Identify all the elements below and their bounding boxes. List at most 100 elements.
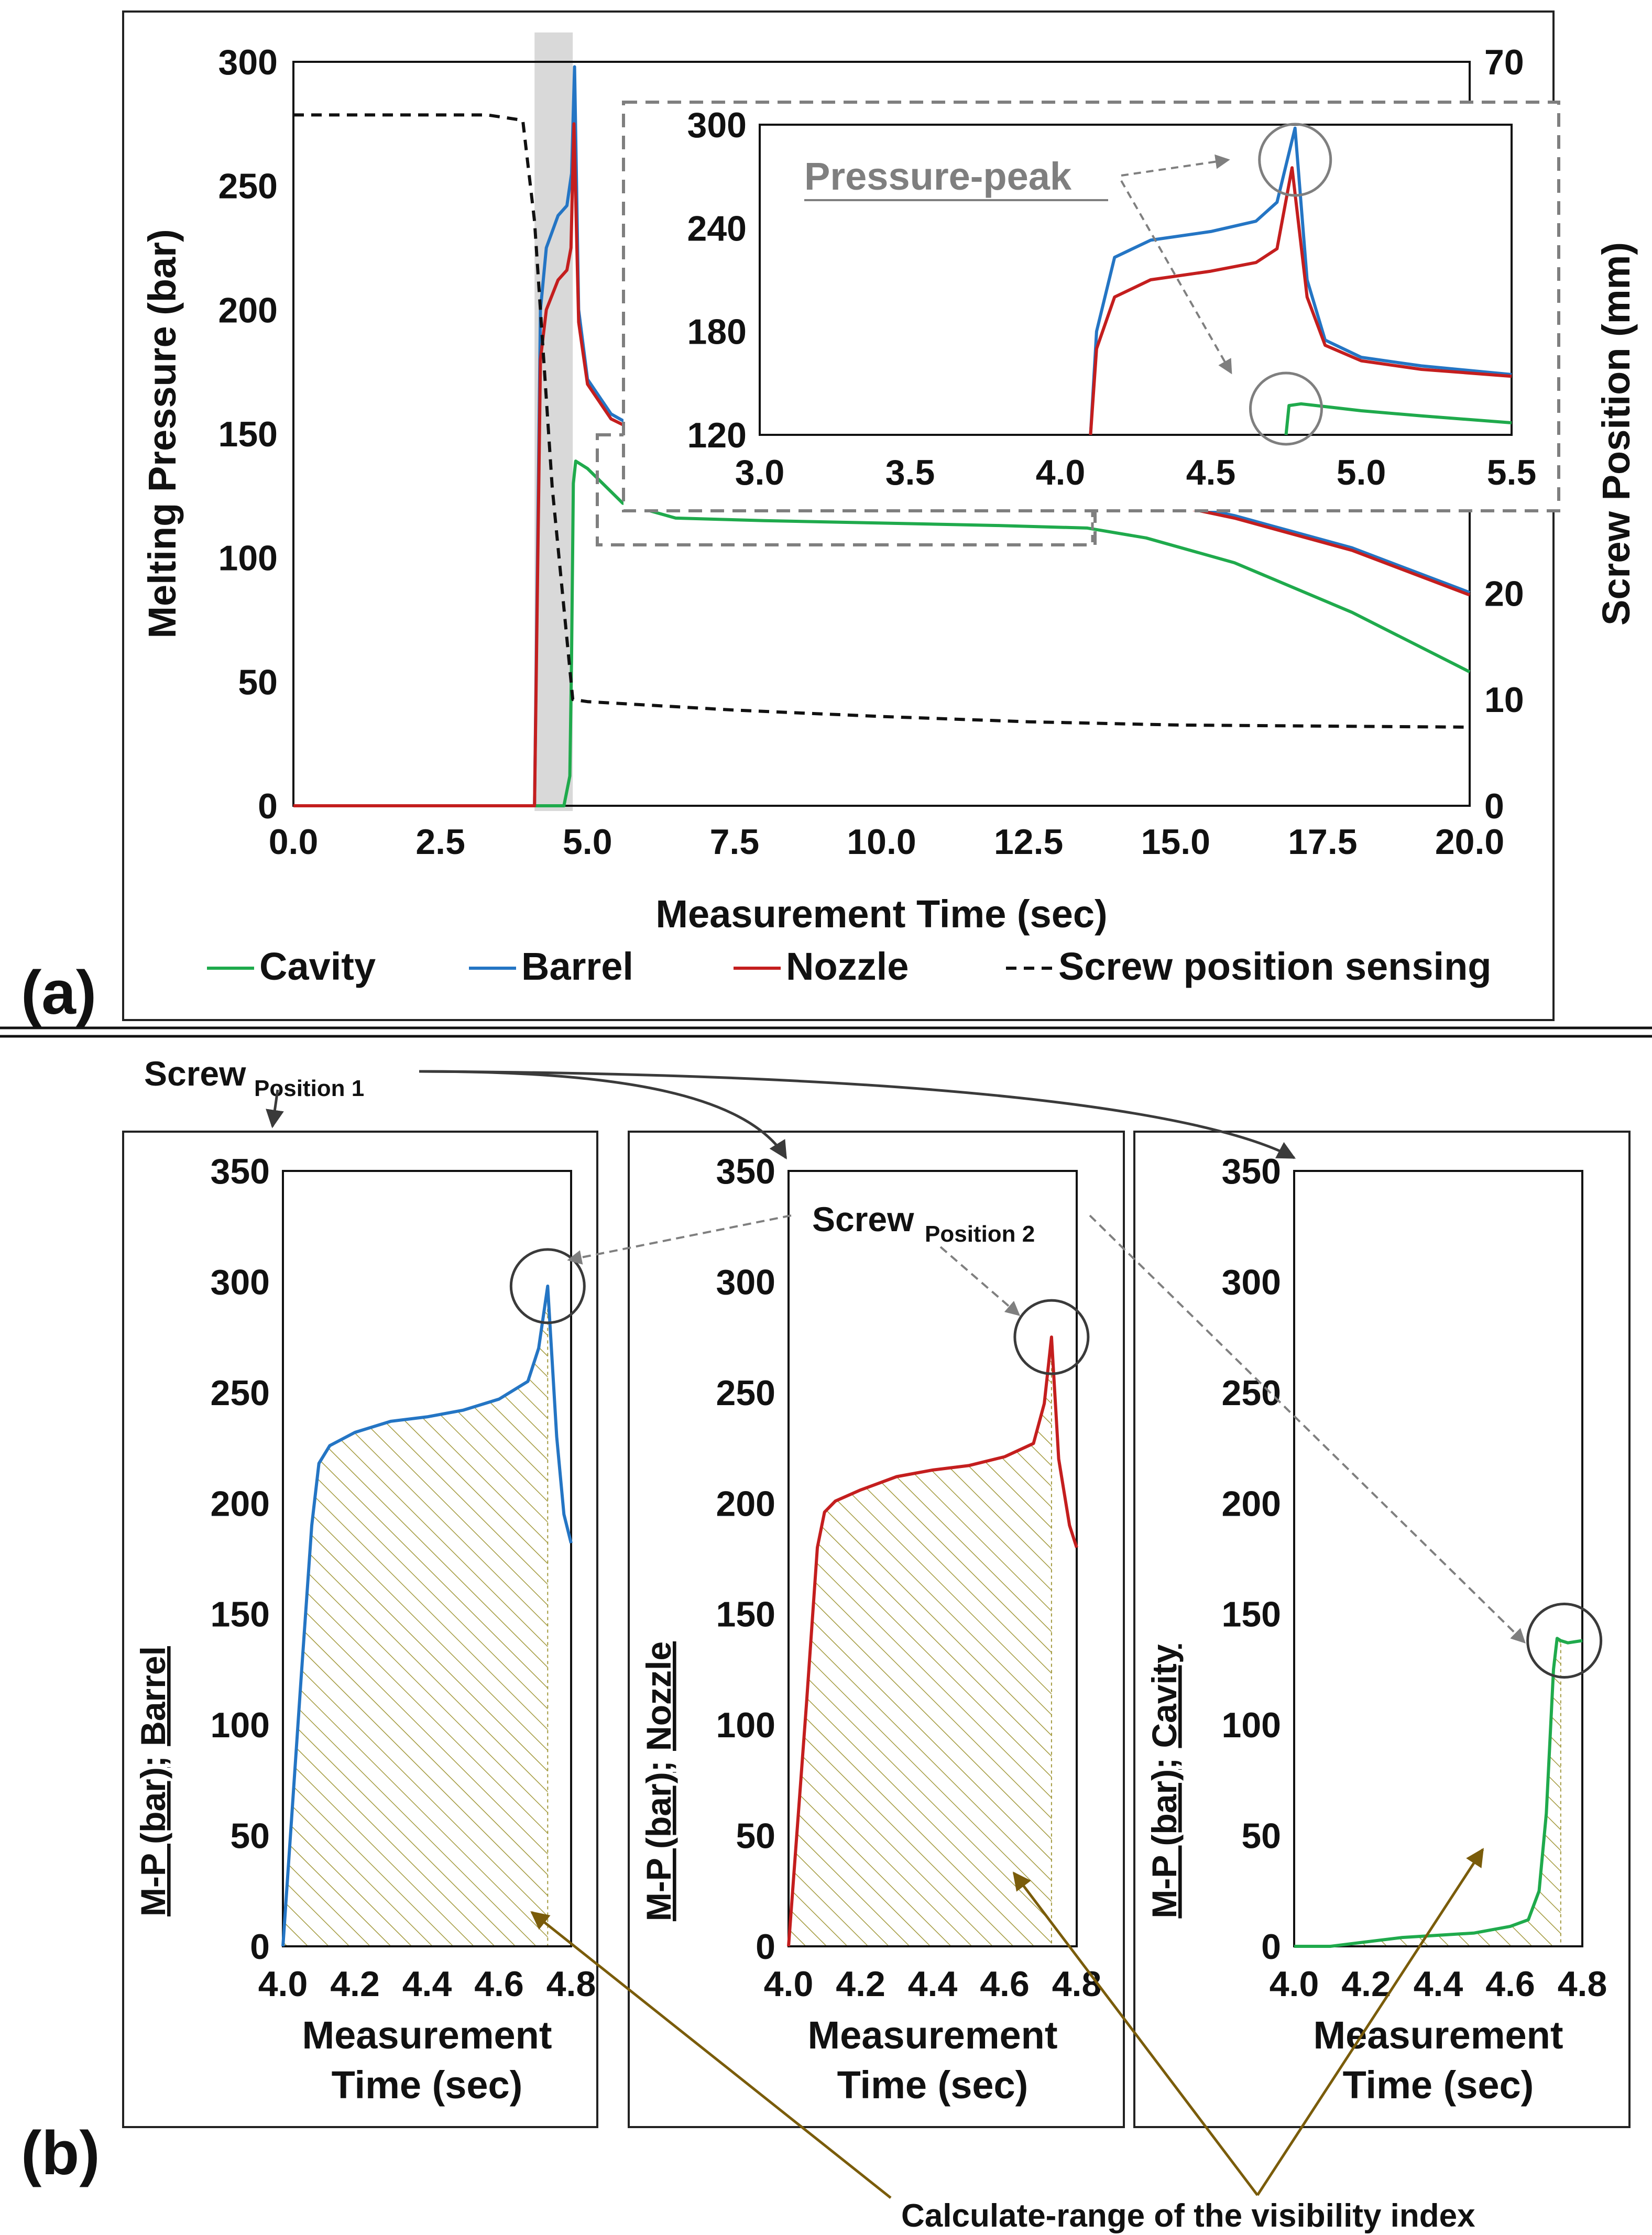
y-tick-b: 100 [1222, 1705, 1281, 1745]
screw2-arrow-nozzle [939, 1246, 1021, 1316]
y-tick-a: 150 [218, 414, 278, 454]
x-tick-b: 4.6 [1485, 1964, 1535, 2004]
x-tick-a: 17.5 [1288, 822, 1357, 862]
inset-y-tick: 120 [687, 415, 747, 455]
x-tick-b: 4.6 [474, 1964, 524, 2004]
x-tick-b: 4.2 [330, 1964, 380, 2004]
y2-tick-a: 10 [1484, 680, 1524, 720]
x-tick-b: 4.4 [402, 1964, 452, 2004]
peak-circle-barrel [1258, 123, 1332, 197]
x-tick-a: 15.0 [1141, 822, 1210, 862]
series-line [787, 1335, 1078, 1947]
peak-circle-cavity [1249, 371, 1323, 446]
x-tick-a: 12.5 [994, 822, 1063, 862]
y-axis-label-sep: ; [1145, 1748, 1184, 1769]
series-line [1294, 1637, 1583, 1948]
screw1-arrow-cavity [419, 1070, 1296, 1159]
inset-y-tick: 180 [687, 312, 747, 352]
calc-arrow-nozzle [1012, 1871, 1259, 2196]
peak-arrow-barrel [1121, 154, 1230, 177]
y-tick-a: 300 [218, 42, 278, 82]
y-tick-b: 250 [716, 1373, 775, 1413]
x-tick-b: 4.2 [836, 1964, 885, 2004]
inset-x-tick: 3.5 [885, 453, 935, 492]
inset-x-tick: 5.0 [1337, 453, 1386, 492]
y-axis-label-unit: M-P (bar) [1145, 1769, 1184, 1919]
y-axis-label-a: Melting Pressure (bar) [140, 229, 184, 638]
y-tick-b: 350 [716, 1152, 775, 1191]
x-tick-a: 5.0 [563, 822, 612, 862]
y-tick-b: 200 [716, 1484, 775, 1524]
x-tick-b: 4.4 [1414, 1964, 1463, 2004]
y-tick-b: 200 [211, 1484, 270, 1524]
y-tick-a: 200 [218, 290, 278, 330]
y-tick-b: 100 [211, 1705, 270, 1745]
x-tick-a: 0.0 [269, 822, 319, 862]
screw2-arrow-barrel [567, 1214, 792, 1265]
plot-area-b [282, 1170, 572, 1947]
series-a-screw-position-sensing [293, 113, 1470, 729]
screw1-arrow-nozzle [419, 1070, 787, 1159]
calc-arrow-cavity [1256, 1848, 1484, 2196]
x-axis-label-b-line1: Measurement [807, 2013, 1057, 2057]
inset-series-cavity [1284, 402, 1512, 435]
y-tick-b: 350 [211, 1152, 270, 1191]
inset-x-tick: 3.0 [735, 453, 785, 492]
y-tick-b: 100 [716, 1705, 775, 1745]
y-tick-b: 350 [1222, 1152, 1281, 1191]
y-tick-b: 150 [1222, 1595, 1281, 1635]
y-tick-b: 50 [736, 1816, 775, 1856]
peak-circle [1526, 1602, 1603, 1679]
y-tick-b: 250 [1222, 1373, 1281, 1413]
hatched-area [1294, 1637, 1561, 1947]
plot-area-b [787, 1170, 1078, 1947]
inset-series-nozzle [1089, 166, 1512, 435]
calc-arrow-barrel [530, 1911, 892, 2199]
panel-b-cavity-frame [1133, 1131, 1631, 2128]
screw2-arrow-cavity [1089, 1214, 1526, 1644]
x-tick-b: 4.0 [764, 1964, 814, 2004]
y-axis-label-b: M-P (bar); Cavity [1145, 1644, 1184, 1919]
x-tick-a: 7.5 [710, 822, 760, 862]
y-axis-label-unit: M-P (bar) [639, 1772, 678, 1921]
inset-y-tick: 300 [687, 105, 747, 145]
plot-area-b [1293, 1170, 1583, 1947]
legend-entry: Cavity [259, 945, 376, 988]
calc-range-label: Calculate-range of the visibility index [901, 2198, 1475, 2234]
panel-b-barrel-chart: 0 50 100 150 200 250 300 350 4.0 4.2 4.4 4.6 4.8 Meas… [134, 1152, 596, 2107]
y2-tick-a: 70 [1484, 42, 1524, 82]
y-axis-label-name: Nozzle [639, 1641, 678, 1751]
x-tick-b: 4.0 [258, 1964, 308, 2004]
y-tick-b: 250 [211, 1373, 270, 1413]
inset-x-tick: 5.5 [1487, 453, 1537, 492]
series-line [281, 1284, 573, 1947]
y-axis-label-sep: ; [134, 1746, 172, 1767]
y2-axis-label-a: Screw Position (mm) [1594, 242, 1638, 626]
x-tick-a: 2.5 [415, 822, 465, 862]
x-axis-label-b-line1: Measurement [302, 2013, 552, 2057]
x-tick-a: 20.0 [1435, 822, 1504, 862]
y-tick-b: 0 [250, 1927, 270, 1967]
y-tick-a: 50 [238, 662, 278, 702]
inset-x-tick: 4.5 [1186, 453, 1236, 492]
x-tick-b: 4.8 [1558, 1964, 1607, 2004]
x-tick-b: 4.8 [1052, 1964, 1102, 2004]
panel-b-nozzle-chart: 0 50 100 150 200 250 300 350 4.0 4.2 4.4 4.6 4.8 Meas… [639, 1152, 1101, 2107]
y-tick-b: 150 [211, 1595, 270, 1635]
panel-a-frame [122, 10, 1555, 1021]
y-tick-b: 300 [716, 1262, 775, 1302]
x-tick-b: 4.2 [1341, 1964, 1391, 2004]
x-tick-b: 4.8 [546, 1964, 596, 2004]
y-tick-b: 0 [1261, 1927, 1281, 1967]
panel-b-nozzle-frame [628, 1131, 1125, 2128]
inset-plot-area [759, 124, 1513, 436]
panel-b-cavity-chart: 0 50 100 150 200 250 300 350 4.0 4.2 4.4 4.6 4.8 Meas… [1145, 1152, 1607, 2107]
legend-entry: Nozzle [786, 945, 909, 988]
panel-a-chart: 0501001502002503000102030405060700.02.55… [140, 32, 1638, 988]
x-axis-label-a: Measurement Time (sec) [655, 892, 1107, 936]
y-tick-b: 200 [1222, 1484, 1281, 1524]
y-tick-b: 300 [211, 1262, 270, 1302]
y-axis-label-name: Cavity [1145, 1644, 1184, 1748]
y-axis-label-b: M-P (bar); Nozzle [639, 1641, 678, 1921]
